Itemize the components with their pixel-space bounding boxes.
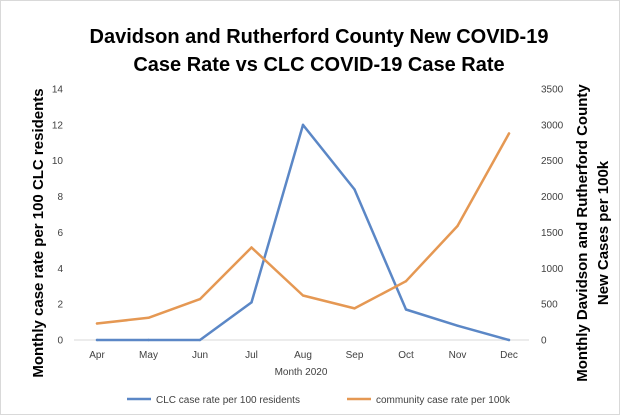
data-point-clc [147,338,150,342]
data-point-clc [456,324,459,327]
x-tick-label: Jul [245,350,258,361]
right-tick-label: 1000 [541,264,564,275]
right-tick-label: 1500 [541,228,564,239]
data-point-community [301,294,305,297]
data-point-community [404,279,408,283]
data-point-clc [250,301,253,304]
right-axis-title-line-2: New Cases per 100k [595,160,612,305]
x-tick-label: Apr [89,350,105,361]
x-axis-title: Month 2020 [275,367,328,378]
data-point-clc [198,338,202,342]
left-tick-label: 6 [57,228,63,239]
data-point-clc [301,123,305,127]
right-tick-label: 0 [541,336,547,347]
right-tick-label: 500 [541,300,558,311]
x-tick-label: Jun [192,350,208,361]
left-tick-label: 10 [52,156,64,167]
series-line-clc [95,123,511,342]
left-tick-label: 2 [57,300,63,311]
x-tick-label: May [139,350,158,361]
x-tick-label: Oct [398,350,414,361]
left-tick-label: 12 [52,120,64,131]
x-tick-label: Nov [449,350,467,361]
right-tick-label: 2000 [541,192,564,203]
data-point-community [198,297,202,301]
legend-label-clc: CLC case rate per 100 residents [156,395,300,406]
left-tick-label: 4 [57,264,63,275]
data-point-clc [353,188,356,191]
data-point-clc [95,338,99,342]
chart-title-line-1: Davidson and Rutherford County New COVID… [90,26,549,48]
data-point-community [507,132,511,135]
x-tick-label: Aug [294,350,312,361]
data-point-community [353,307,356,310]
data-point-clc [507,338,511,342]
right-tick-label: 3000 [541,120,564,131]
right-tick-label: 3500 [541,85,564,96]
left-axis-ticks: 0 2 4 6 8 10 12 14 [52,85,64,347]
left-tick-label: 0 [57,336,63,347]
data-point-community [250,246,253,249]
x-axis-ticks: Apr May Jun Jul Aug Sep Oct Nov Dec [89,350,518,361]
left-axis-title: Monthly case rate per 100 CLC residents [30,88,47,377]
data-point-community [147,316,150,319]
right-axis-ticks: 0 500 1000 1500 2000 2500 3000 3500 [541,85,564,347]
x-tick-label: Sep [346,350,364,361]
right-axis-title-line-1: Monthly Davidson and Rutherford County [574,84,591,382]
x-tick-label: Dec [500,350,518,361]
data-point-clc [404,308,408,311]
legend: CLC case rate per 100 residents communit… [127,395,511,406]
data-point-community [456,224,459,228]
data-point-community [95,322,99,325]
chart-title-line-2: Case Rate vs CLC COVID-19 Case Rate [133,54,504,76]
legend-label-community: community case rate per 100k [376,395,511,406]
right-tick-label: 2500 [541,156,564,167]
left-tick-label: 8 [57,192,63,203]
series-lines [95,123,511,342]
left-tick-label: 14 [52,85,64,96]
